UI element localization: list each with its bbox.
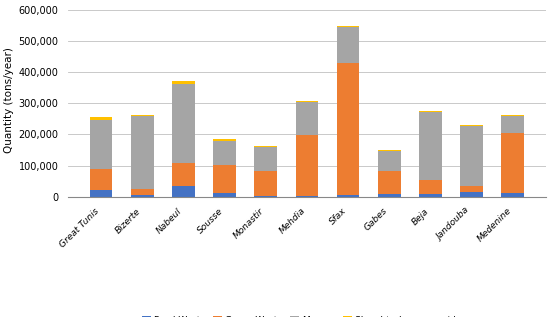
Bar xyxy=(378,151,400,171)
Bar xyxy=(90,190,112,197)
Bar xyxy=(460,125,483,126)
Bar xyxy=(337,195,360,197)
Bar xyxy=(502,116,524,133)
Bar xyxy=(213,139,236,141)
Bar xyxy=(378,150,400,151)
Bar xyxy=(295,101,318,102)
Bar xyxy=(255,171,277,196)
Bar xyxy=(502,193,524,197)
Bar xyxy=(172,81,195,84)
Y-axis label: Quantity (tons/year): Quantity (tons/year) xyxy=(4,48,14,153)
Bar xyxy=(419,112,442,180)
Bar xyxy=(172,84,195,163)
Bar xyxy=(460,186,483,192)
Bar xyxy=(295,196,318,197)
Bar xyxy=(295,102,318,135)
Bar xyxy=(131,195,153,197)
Legend: Food Waste, Green Waste, Manure, Slaughterhouses residues: Food Waste, Green Waste, Manure, Slaught… xyxy=(138,313,476,317)
Bar xyxy=(90,120,112,169)
Bar xyxy=(131,115,153,116)
Bar xyxy=(337,63,360,195)
Bar xyxy=(172,186,195,197)
Bar xyxy=(378,171,400,194)
Bar xyxy=(378,194,400,197)
Bar xyxy=(131,189,153,195)
Bar xyxy=(502,133,524,193)
Bar xyxy=(213,193,236,197)
Bar xyxy=(419,194,442,197)
Bar xyxy=(502,115,524,116)
Bar xyxy=(255,146,277,147)
Bar xyxy=(172,163,195,186)
Bar xyxy=(337,26,360,28)
Bar xyxy=(460,192,483,197)
Bar xyxy=(419,180,442,194)
Bar xyxy=(295,135,318,196)
Bar xyxy=(255,147,277,171)
Bar xyxy=(213,165,236,193)
Bar xyxy=(131,116,153,189)
Bar xyxy=(337,28,360,63)
Bar xyxy=(90,169,112,190)
Bar xyxy=(90,117,112,120)
Bar xyxy=(460,126,483,186)
Bar xyxy=(213,141,236,165)
Bar xyxy=(255,196,277,197)
Bar xyxy=(419,111,442,112)
